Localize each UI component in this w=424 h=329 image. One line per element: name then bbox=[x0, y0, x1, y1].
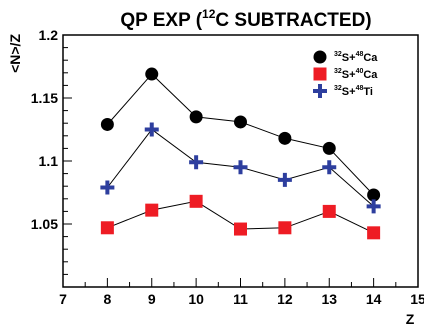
chart-title: QP EXP (12C SUBTRACTED) bbox=[120, 7, 371, 31]
x-axis-label: Z bbox=[406, 311, 415, 327]
data-point-circle bbox=[322, 141, 336, 155]
legend-label-superscript: 32 bbox=[334, 51, 342, 58]
data-point-square bbox=[234, 222, 247, 236]
data-point-cross bbox=[144, 122, 159, 137]
x-tick-label: 13 bbox=[321, 291, 337, 307]
data-point-circle bbox=[145, 67, 159, 81]
data-point-cross bbox=[366, 199, 381, 214]
legend-label-superscript: 48 bbox=[356, 85, 364, 92]
y-tick-label: 1.1 bbox=[39, 153, 59, 169]
legend-label-text: Ca bbox=[363, 52, 378, 64]
legend-label-text: Ca bbox=[363, 69, 378, 81]
legend-label-text: Ti bbox=[363, 86, 373, 98]
legend-label-superscript: 48 bbox=[356, 51, 364, 58]
legend-marker-square bbox=[313, 67, 327, 81]
y-tick-labels: 1.05 1.1 1.15 1.2 bbox=[31, 27, 58, 232]
y-tick-label: 1.05 bbox=[31, 216, 58, 232]
y-axis-label: <N>/Z bbox=[7, 34, 23, 73]
legend-marker-circle bbox=[313, 50, 327, 64]
y-tick-label: 1.15 bbox=[31, 90, 58, 106]
chart-title-prefix: QP EXP ( bbox=[120, 10, 202, 31]
series-cross bbox=[100, 122, 381, 214]
legend-label-text: S+ bbox=[342, 86, 356, 98]
data-point-square bbox=[367, 226, 381, 240]
data-point-cross bbox=[189, 155, 204, 170]
legend-label-superscript: 40 bbox=[356, 68, 364, 75]
x-tick-label: 14 bbox=[366, 291, 382, 307]
x-tick-label: 7 bbox=[59, 291, 67, 307]
x-ticks bbox=[62, 278, 419, 287]
data-point-circle bbox=[100, 117, 114, 131]
series-square bbox=[100, 194, 381, 240]
legend-marker-cross bbox=[313, 84, 327, 98]
x-tick-label: 11 bbox=[233, 291, 248, 307]
data-point-circle bbox=[189, 110, 203, 124]
legend-label: 32S+48Ti bbox=[334, 85, 373, 98]
legend-label: 32S+48Ca bbox=[334, 51, 378, 64]
legend-label-superscript: 32 bbox=[334, 85, 342, 92]
series-layer bbox=[100, 67, 381, 240]
x-tick-label: 9 bbox=[148, 291, 156, 307]
data-point-square bbox=[100, 221, 114, 235]
data-point-square bbox=[145, 203, 159, 217]
legend-label-text: S+ bbox=[342, 69, 356, 81]
y-ticks bbox=[63, 34, 72, 288]
data-point-cross bbox=[277, 172, 292, 187]
data-point-circle bbox=[367, 188, 381, 202]
x-tick-labels: 7 8 9 10 11 12 13 14 15 bbox=[59, 291, 424, 307]
data-point-square bbox=[278, 221, 292, 235]
legend-label: 32S+40Ca bbox=[334, 68, 378, 81]
chart-title-superscript: 12 bbox=[202, 7, 216, 21]
x-tick-label: 12 bbox=[277, 291, 293, 307]
data-point-cross bbox=[100, 180, 115, 195]
data-point-cross bbox=[233, 160, 248, 175]
data-point-circle bbox=[278, 131, 292, 145]
data-point-cross bbox=[322, 160, 337, 175]
legend-label-superscript: 32 bbox=[334, 68, 342, 75]
chart-title-suffix: C SUBTRACTED) bbox=[215, 10, 371, 31]
legend-label-text: S+ bbox=[342, 52, 356, 64]
x-tick-label: 8 bbox=[103, 291, 111, 307]
y-tick-label: 1.2 bbox=[39, 27, 59, 43]
data-point-circle bbox=[234, 115, 247, 129]
x-tick-label: 15 bbox=[410, 291, 424, 307]
x-tick-label: 10 bbox=[188, 291, 204, 307]
series-circle bbox=[100, 67, 381, 202]
data-point-square bbox=[322, 204, 336, 218]
data-point-square bbox=[189, 194, 203, 208]
